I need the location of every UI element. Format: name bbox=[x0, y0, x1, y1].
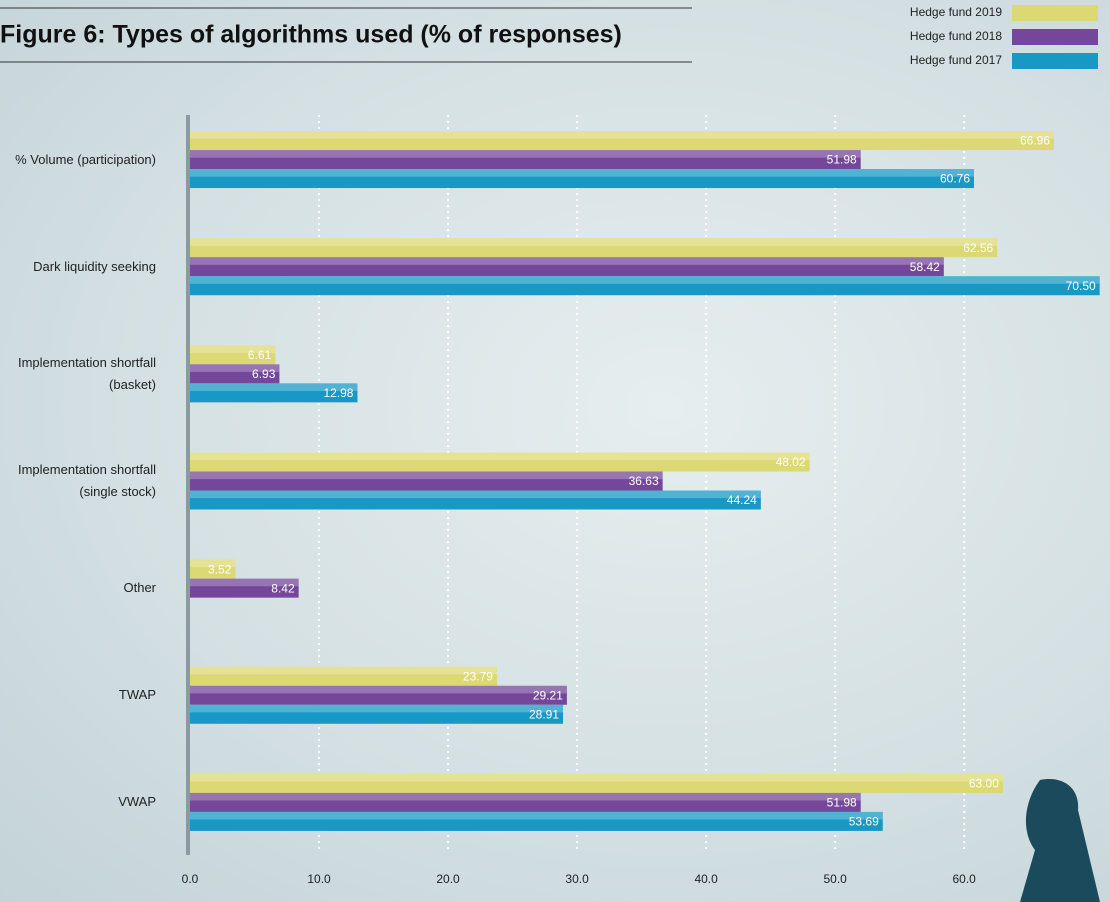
value-label: 6.61 bbox=[248, 348, 272, 362]
value-label: 12.98 bbox=[323, 386, 353, 400]
value-label: 62.56 bbox=[963, 241, 993, 255]
bar-shine bbox=[190, 364, 280, 372]
value-label: 51.98 bbox=[827, 796, 857, 810]
bar-shine bbox=[190, 452, 810, 461]
bar-shine bbox=[190, 578, 299, 587]
bar bbox=[190, 490, 761, 510]
bar bbox=[190, 811, 883, 831]
bar-shine bbox=[190, 169, 974, 177]
x-tick-label: 30.0 bbox=[565, 872, 589, 886]
bar-shine bbox=[190, 490, 761, 499]
bar-shine bbox=[190, 238, 998, 246]
bar-shine bbox=[190, 792, 861, 801]
bar bbox=[190, 471, 663, 491]
y-tick-label: Implementation shortfall (single stock) bbox=[17, 462, 156, 499]
bar bbox=[190, 276, 1100, 296]
value-label: 58.42 bbox=[910, 260, 940, 274]
x-tick-label: 40.0 bbox=[694, 872, 718, 886]
bar-shine bbox=[190, 666, 497, 675]
value-label: 66.96 bbox=[1020, 134, 1050, 148]
bar bbox=[190, 150, 861, 170]
legend-swatch bbox=[1012, 29, 1098, 45]
bar bbox=[190, 773, 1003, 793]
value-label: 23.79 bbox=[463, 669, 493, 683]
bar bbox=[190, 792, 861, 812]
bar-shine bbox=[190, 257, 944, 265]
value-label: 51.98 bbox=[827, 153, 857, 167]
y-tick-label: Dark liquidity seeking bbox=[33, 258, 156, 274]
bar bbox=[190, 452, 810, 472]
x-tick-label: 60.0 bbox=[953, 872, 977, 886]
bar-shine bbox=[190, 685, 567, 694]
value-label: 60.76 bbox=[940, 172, 970, 186]
x-tick-label: 10.0 bbox=[307, 872, 331, 886]
y-tick-label: Implementation shortfall (basket) bbox=[17, 354, 156, 392]
legend-label: Hedge fund 2018 bbox=[910, 29, 1002, 43]
value-label: 63.00 bbox=[969, 777, 999, 791]
bar bbox=[190, 559, 236, 579]
y-tick-label: Other bbox=[123, 580, 156, 596]
value-label: 53.69 bbox=[849, 815, 879, 829]
bar-shine bbox=[190, 559, 236, 568]
bar bbox=[190, 169, 974, 189]
bar-shine bbox=[190, 383, 358, 391]
y-tick-label: % Volume (participation) bbox=[15, 151, 156, 167]
x-tick-label: 0.0 bbox=[182, 872, 199, 886]
bar-shine bbox=[190, 811, 883, 820]
x-tick-label: 20.0 bbox=[436, 872, 460, 886]
bar-shine bbox=[190, 773, 1003, 782]
value-label: 28.91 bbox=[529, 707, 559, 721]
value-label: 6.93 bbox=[252, 367, 276, 381]
value-label: 29.21 bbox=[533, 688, 563, 702]
bar-shine bbox=[190, 345, 276, 353]
bar-shine bbox=[190, 131, 1054, 139]
bar bbox=[190, 704, 564, 724]
legend-swatch bbox=[1012, 5, 1098, 21]
bar bbox=[190, 257, 944, 277]
bar bbox=[190, 345, 276, 365]
x-tick-label: 50.0 bbox=[823, 872, 847, 886]
y-tick-label: VWAP bbox=[118, 794, 156, 810]
value-label: 8.42 bbox=[271, 581, 295, 595]
bar bbox=[190, 666, 497, 686]
value-label: 36.63 bbox=[629, 474, 659, 488]
bar-shine bbox=[190, 276, 1100, 284]
bar bbox=[190, 578, 299, 598]
bar bbox=[190, 364, 280, 384]
bar-shine bbox=[190, 704, 564, 713]
legend-label: Hedge fund 2019 bbox=[910, 5, 1002, 19]
bar bbox=[190, 238, 998, 258]
bar-shine bbox=[190, 471, 663, 480]
bar bbox=[190, 131, 1054, 151]
decoration bbox=[1020, 779, 1100, 902]
legend-swatch bbox=[1012, 53, 1098, 69]
value-label: 70.50 bbox=[1066, 279, 1096, 293]
chart-title: Figure 6: Types of algorithms used (% of… bbox=[0, 21, 622, 49]
bar bbox=[190, 685, 567, 705]
value-label: 3.52 bbox=[208, 562, 232, 576]
bar bbox=[190, 383, 358, 403]
y-tick-label: TWAP bbox=[118, 687, 156, 703]
value-label: 44.24 bbox=[727, 493, 757, 507]
bar-shine bbox=[190, 150, 861, 158]
value-label: 48.02 bbox=[776, 455, 806, 469]
legend-label: Hedge fund 2017 bbox=[910, 53, 1002, 67]
